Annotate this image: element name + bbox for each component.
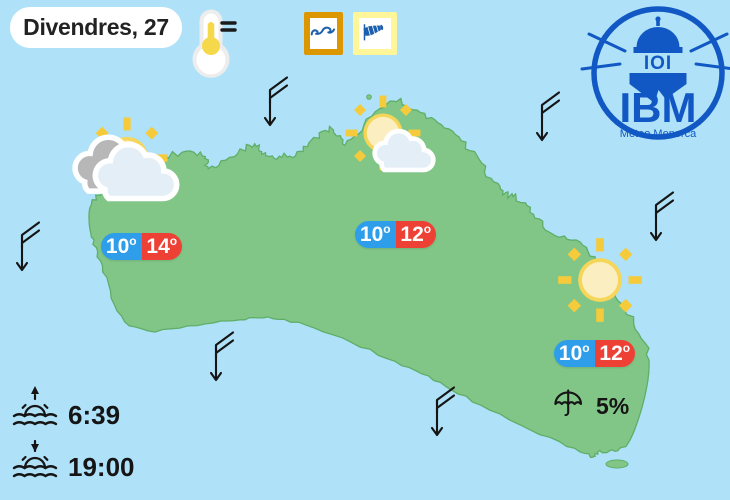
svg-text:Meteo Menorca: Meteo Menorca bbox=[620, 128, 697, 140]
svg-text:6:39: 6:39 bbox=[68, 400, 120, 430]
svg-text:IOI: IOI bbox=[644, 53, 672, 74]
svg-text:19:00: 19:00 bbox=[68, 452, 135, 482]
svg-text:5%: 5% bbox=[596, 393, 629, 419]
